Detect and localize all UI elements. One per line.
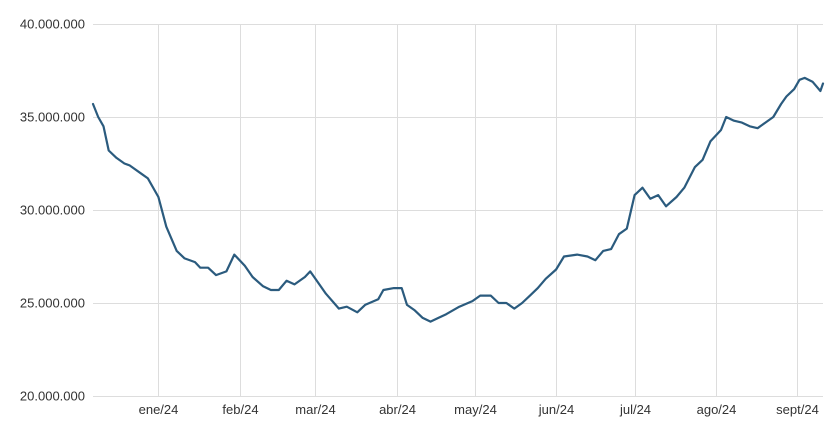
x-tick-label: jun/24 [538,402,574,417]
x-tick-label: abr/24 [379,402,416,417]
y-tick-label: 25.000.000 [20,296,85,311]
x-tick-label: feb/24 [222,402,258,417]
y-tick-label: 20.000.000 [20,389,85,404]
y-tick-label: 30.000.000 [20,203,85,218]
x-gridlines [158,24,798,396]
x-tick-label: ene/24 [139,402,179,417]
x-axis-tick-labels: ene/24 feb/24 mar/24 abr/24 may/24 jun/24 jul/… [139,402,819,417]
x-tick-label: jul/24 [619,402,651,417]
x-tick-label: sept/24 [776,402,819,417]
series-line [91,76,825,323]
x-tick-label: may/24 [454,402,497,417]
y-tick-label: 35.000.000 [20,110,85,125]
y-axis-tick-labels: 20.000.000 25.000.000 30.000.000 35.000.000… [20,17,85,404]
y-tick-label: 40.000.000 [20,17,85,32]
x-tick-label: mar/24 [295,402,335,417]
y-gridlines [93,24,823,397]
x-tick-label: ago/24 [697,402,737,417]
